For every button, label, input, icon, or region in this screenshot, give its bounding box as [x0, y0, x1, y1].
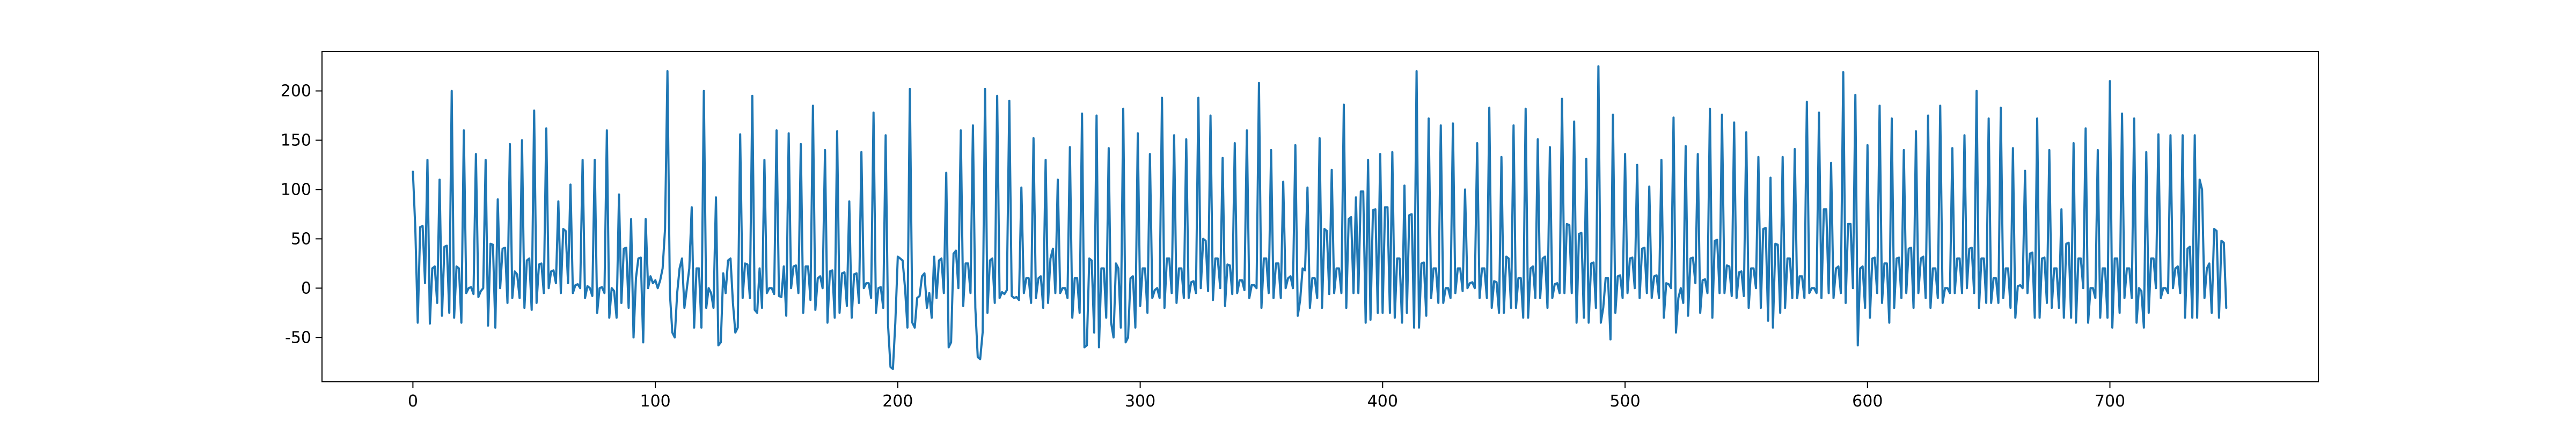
series-line: [412, 65, 2228, 371]
x-axis-ticks: 0 100 200 300 400 500 600 700: [408, 382, 2125, 411]
x-tick-label: 500: [1609, 392, 1640, 411]
x-tick-label: 100: [640, 392, 670, 411]
y-axis-ticks: -50 0 50 100 150 200: [281, 82, 322, 347]
x-tick-label: 200: [882, 392, 913, 411]
x-tick-label: 600: [1852, 392, 1883, 411]
y-tick-label: 0: [301, 279, 311, 298]
x-tick-label: 400: [1367, 392, 1398, 411]
y-tick-label: -50: [285, 328, 311, 347]
y-tick-label: 200: [281, 82, 311, 101]
x-tick-label: 0: [408, 392, 418, 411]
x-tick-label: 700: [2095, 392, 2125, 411]
plot-frame: [321, 51, 2319, 382]
x-tick-label: 300: [1125, 392, 1155, 411]
y-tick-label: 150: [281, 131, 311, 150]
y-tick-label: 100: [281, 180, 311, 199]
y-tick-label: 50: [291, 230, 311, 248]
